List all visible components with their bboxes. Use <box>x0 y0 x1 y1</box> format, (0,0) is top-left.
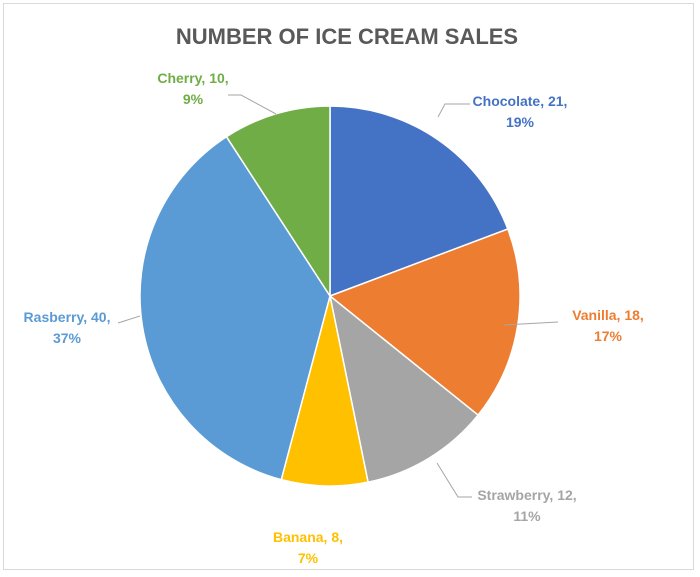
chart-title: NUMBER OF ICE CREAM SALES <box>176 24 518 49</box>
leader-line-rasberry <box>117 315 141 324</box>
leader-line-cherry <box>228 94 277 115</box>
data-labels: Chocolate, 21, 19% Vanilla, 18, 17% Strawber… <box>24 70 644 566</box>
pie-slice-strawberry <box>328 294 480 484</box>
data-label-banana: Banana, 8, 7% <box>273 529 343 566</box>
data-label-cherry: Cherry, 10, 9% <box>157 70 228 107</box>
data-label-vanilla: Vanilla, 18, 17% <box>572 307 644 344</box>
leader-line-strawberry <box>436 462 472 498</box>
leader-lines <box>117 94 559 498</box>
leader-line-vanilla <box>503 321 559 326</box>
data-label-chocolate: Chocolate, 21, 19% <box>473 93 568 130</box>
data-label-rasberry: Rasberry, 40, 37% <box>24 309 111 346</box>
data-label-strawberry: Strawberry, 12, 11% <box>477 487 576 524</box>
pie-slice-vanilla <box>328 228 521 417</box>
pie-slice-rasberry <box>139 135 331 481</box>
leader-line-chocolate <box>437 103 470 118</box>
pie-slice-chocolate <box>329 105 509 298</box>
pie-slices <box>139 105 521 487</box>
